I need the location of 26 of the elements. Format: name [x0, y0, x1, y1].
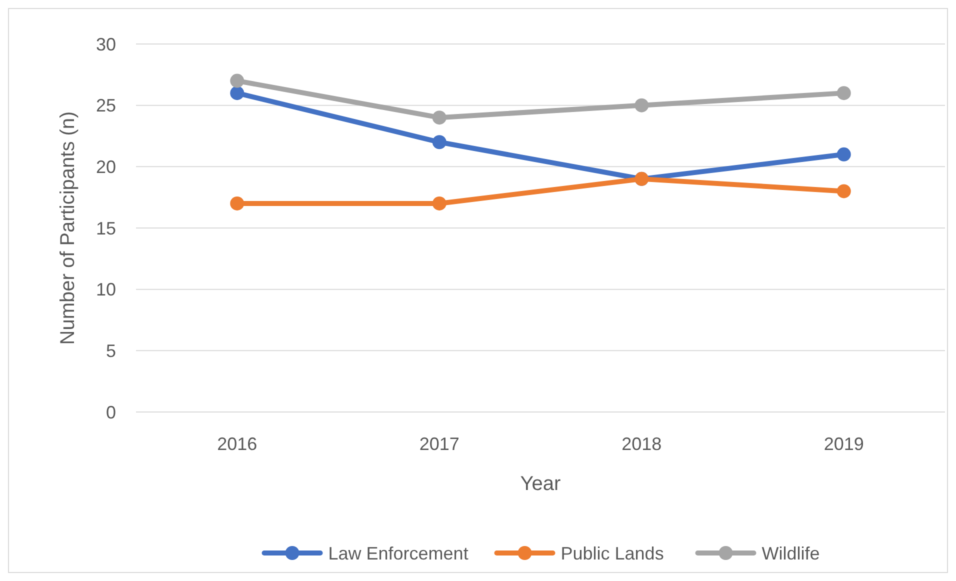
y-tick-label: 0 [106, 402, 116, 422]
y-tick-label: 30 [96, 34, 116, 54]
point [634, 98, 649, 112]
x-tick-label: 2016 [217, 434, 258, 454]
point [836, 147, 851, 162]
y-tick-label: 15 [96, 218, 116, 238]
x-tick-label: 2017 [419, 434, 460, 454]
y-tick-label: 20 [96, 156, 116, 177]
y-tick-label: 25 [96, 96, 116, 116]
legend-label: Wildlife [762, 543, 820, 564]
x-tick-label: 2019 [824, 434, 864, 454]
point [836, 86, 851, 100]
point [432, 196, 446, 210]
point [836, 184, 851, 198]
legend-label: Public Lands [560, 543, 664, 564]
point [230, 86, 244, 100]
y-axis-title: Number of Participants (n) [57, 111, 79, 345]
point [432, 110, 446, 125]
y-tick-label: 10 [96, 280, 116, 300]
legend-label: Law Enforcement [328, 543, 468, 564]
y-tick-label: 5 [106, 340, 116, 361]
point [230, 74, 244, 88]
x-tick-label: 2018 [622, 434, 662, 454]
point [230, 196, 244, 210]
point [432, 135, 446, 150]
x-axis-title: Year [520, 473, 562, 495]
